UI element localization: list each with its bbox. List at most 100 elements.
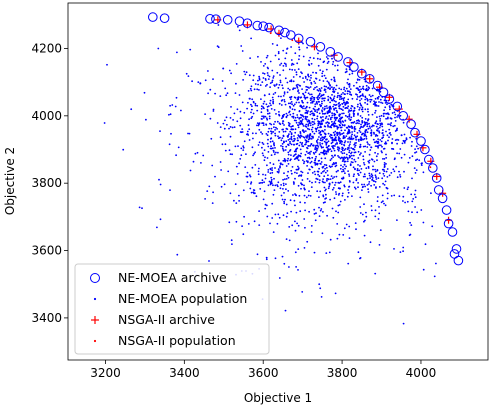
ne-moea-population-point	[362, 145, 365, 148]
ne-moea-population-point	[246, 175, 249, 178]
ne-moea-population-point	[327, 151, 329, 153]
ne-moea-population-point	[353, 158, 356, 161]
ne-moea-population-point	[314, 103, 317, 105]
ne-moea-population-point	[318, 215, 321, 218]
ne-moea-archive-point	[406, 119, 416, 129]
ne-moea-population-point	[271, 169, 273, 172]
ne-moea-population-point	[351, 131, 353, 133]
ne-moea-population-point	[323, 150, 325, 153]
ne-moea-population-point	[352, 175, 355, 178]
ne-moea-population-point	[283, 124, 285, 126]
ne-moea-population-point	[256, 124, 258, 127]
ne-moea-population-point	[294, 204, 296, 207]
ne-moea-population-point	[333, 139, 335, 142]
ne-moea-population-point	[268, 93, 271, 96]
ne-moea-population-point	[325, 105, 328, 107]
ne-moea-population-point	[385, 117, 387, 120]
ne-moea-population-point	[305, 196, 308, 199]
ne-moea-population-point	[243, 140, 246, 143]
ne-moea-population-point	[251, 115, 254, 118]
ne-moea-population-point	[309, 133, 312, 135]
ne-moea-population-point	[316, 163, 319, 166]
ne-moea-population-point	[267, 145, 270, 148]
ne-moea-population-point	[368, 161, 370, 164]
ne-moea-population-point	[252, 74, 255, 77]
ne-moea-population-point	[317, 173, 319, 176]
ne-moea-population-point	[326, 178, 328, 180]
ne-moea-population-point	[371, 177, 374, 179]
ne-moea-population-point	[192, 160, 195, 163]
ne-moea-population-point	[373, 133, 375, 135]
ne-moea-population-point	[370, 131, 373, 134]
ne-moea-population-point	[297, 97, 300, 99]
ne-moea-population-point	[309, 79, 311, 82]
ne-moea-population-point	[316, 57, 319, 60]
ne-moea-population-point	[354, 160, 357, 163]
ne-moea-population-point	[290, 143, 293, 146]
ne-moea-population-point	[306, 240, 309, 243]
ne-moea-population-point	[334, 107, 337, 109]
ne-moea-population-point	[325, 153, 328, 155]
ne-moea-population-point	[356, 119, 358, 122]
ne-moea-population-point	[282, 69, 285, 72]
ne-moea-population-point	[302, 129, 304, 131]
ne-moea-population-point	[282, 114, 285, 116]
ne-moea-population-point	[279, 187, 282, 190]
ne-moea-population-point	[402, 121, 405, 124]
ne-moea-population-point	[272, 75, 275, 77]
ne-moea-population-point	[301, 88, 303, 90]
ne-moea-population-point	[304, 130, 307, 133]
ne-moea-population-point	[393, 111, 396, 114]
ne-moea-population-point	[331, 139, 334, 142]
nsga-ii-archive-point	[395, 105, 403, 113]
ne-moea-population-point	[329, 135, 331, 138]
ne-moea-population-point	[284, 309, 287, 312]
ne-moea-population-point	[321, 75, 324, 78]
ne-moea-population-point	[267, 184, 270, 187]
ne-moea-population-point	[319, 58, 322, 61]
ne-moea-population-point	[360, 168, 363, 170]
ne-moea-population-point	[263, 149, 266, 152]
ne-moea-population-point	[216, 45, 219, 47]
ne-moea-population-point	[347, 191, 350, 194]
ne-moea-population-point	[269, 162, 272, 164]
ne-moea-population-point	[317, 124, 320, 127]
ne-moea-population-point	[327, 140, 330, 143]
ne-moea-population-point	[367, 160, 370, 163]
ne-moea-population-point	[270, 127, 273, 130]
ne-moea-population-point	[382, 158, 384, 160]
ne-moea-population-point	[398, 195, 401, 198]
ne-moea-population-point	[341, 102, 344, 105]
ne-moea-population-point	[369, 177, 371, 180]
ne-moea-population-point	[171, 104, 174, 106]
ne-moea-population-point	[327, 178, 330, 181]
ne-moea-population-point	[353, 127, 356, 129]
ne-moea-population-point	[180, 109, 182, 112]
ne-moea-population-point	[271, 96, 274, 99]
ne-moea-population-point	[329, 96, 332, 99]
ne-moea-population-point	[362, 155, 365, 158]
ne-moea-population-point	[287, 102, 290, 105]
ne-moea-population-point	[381, 102, 384, 104]
ne-moea-population-point	[320, 87, 323, 89]
ne-moea-population-point	[329, 117, 332, 119]
ne-moea-population-point	[307, 74, 309, 77]
ne-moea-population-point	[321, 142, 324, 145]
ne-moea-population-point	[274, 167, 276, 169]
nsga-ii-population-point	[429, 166, 432, 169]
ne-moea-population-point	[351, 138, 353, 141]
ne-moea-population-point	[344, 140, 347, 143]
ne-moea-population-point	[261, 122, 264, 124]
ne-moea-population-point	[306, 165, 308, 167]
ne-moea-population-point	[168, 113, 170, 116]
ne-moea-population-point	[299, 132, 302, 135]
ne-moea-population-point	[250, 117, 253, 120]
legend-marker-nsga-ii-archive	[91, 316, 99, 324]
ne-moea-population-point	[319, 123, 322, 126]
ne-moea-population-point	[275, 151, 277, 154]
ne-moea-population-point	[228, 69, 231, 72]
ne-moea-population-point	[341, 170, 343, 173]
ne-moea-archive-point	[451, 244, 462, 254]
ne-moea-population-point	[319, 209, 322, 212]
ne-moea-population-point	[318, 153, 321, 156]
